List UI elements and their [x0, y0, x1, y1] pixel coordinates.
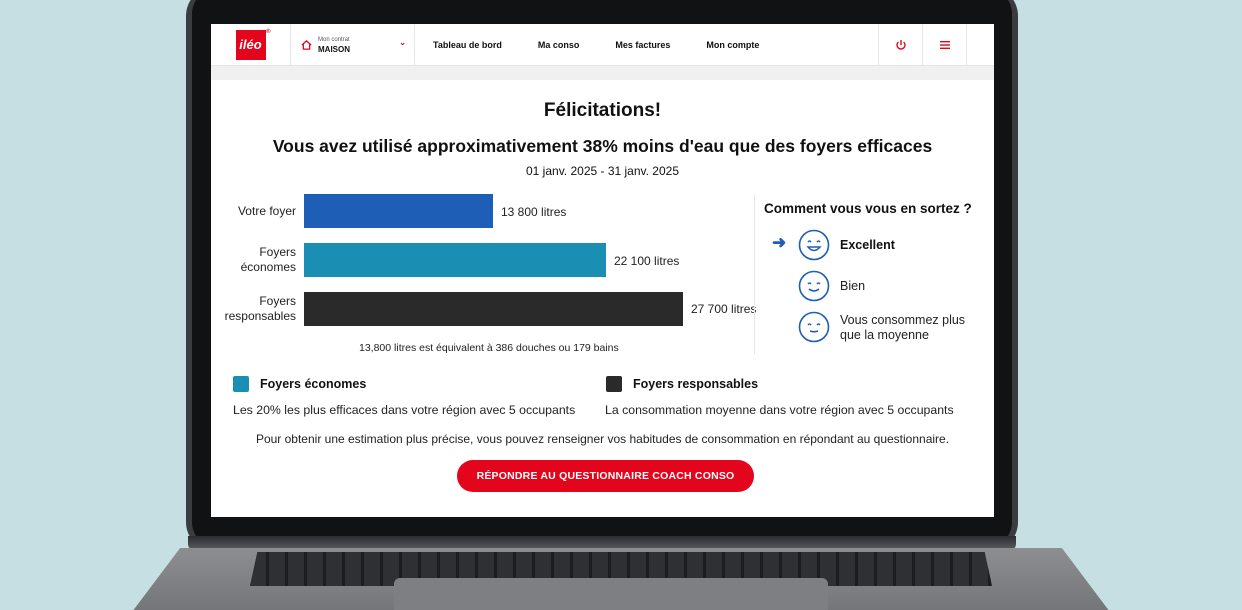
brand-logo[interactable]: iléo ® — [235, 29, 271, 60]
rating-excellent: Excellent — [840, 238, 895, 252]
equivalence-note: 13,800 litres est équivalent à 386 douch… — [359, 342, 619, 354]
period-range: 01 janv. 2025 - 31 janv. 2025 — [526, 164, 679, 178]
logo-cell[interactable]: iléo ® — [211, 24, 291, 65]
laptop-trackpad — [394, 578, 828, 610]
contract-name: MAISON — [318, 44, 350, 54]
power-button[interactable] — [878, 24, 922, 65]
legend-name-responsables: Foyers responsables — [633, 377, 759, 391]
rating-above-average-line1: Vous consommez plus — [840, 313, 966, 327]
legend-desc-economes: Les 20% les plus efficaces dans votre ré… — [233, 403, 576, 417]
page-title: Félicitations! — [543, 100, 662, 121]
section-divider — [754, 194, 755, 354]
bar-value-label: 22 100 litres — [614, 254, 680, 268]
rating-above-average-line2: que la moyenne — [840, 328, 929, 342]
legend-desc-responsables: La consommation moyenne dans votre régio… — [605, 403, 954, 417]
bar-value-label: 27 700 litres — [691, 302, 757, 316]
header-band — [211, 66, 994, 80]
bar-value-label: 13 800 litres — [501, 205, 567, 219]
menu-button[interactable] — [922, 24, 966, 65]
contract-caption: Mon contrat — [318, 36, 350, 43]
rating-above-average: Vous consommez plus que la moyenne — [840, 313, 965, 343]
bar-label: Votre foyer — [237, 204, 296, 218]
chevron-down-icon[interactable]: ⌄ — [399, 38, 406, 47]
nav-mes-factures[interactable]: Mes factures — [615, 39, 671, 50]
bar-foyers-economes — [304, 243, 606, 277]
smiley-neutral-icon — [798, 311, 830, 343]
nav-ma-conso[interactable]: Ma conso — [537, 39, 580, 50]
bar-label: Foyers responsables — [224, 294, 296, 323]
legend-name-economes: Foyers économes — [260, 377, 367, 391]
logo-text: iléo — [239, 37, 262, 52]
bar-votre-foyer — [304, 194, 493, 228]
power-icon — [895, 39, 906, 50]
home-icon — [301, 39, 312, 50]
rating-title: Comment vous vous en sortez ? — [764, 201, 972, 216]
nav-tableau-de-bord[interactable]: Tableau de bord — [433, 39, 502, 50]
arrow-right-icon: ➜ — [772, 233, 787, 252]
rating-bien: Bien — [840, 279, 866, 293]
contract-selector[interactable]: Mon contrat MAISON ⌄ — [291, 24, 415, 65]
smiley-excellent-icon — [798, 229, 830, 261]
header-end-cell — [966, 24, 994, 65]
logo-mark: ® — [266, 28, 271, 35]
legend-swatch-economes — [233, 376, 249, 392]
laptop-hinge — [188, 536, 1016, 550]
result-headline: Vous avez utilisé approximativement 38% … — [272, 136, 933, 156]
nav-mon-compte[interactable]: Mon compte — [706, 39, 760, 50]
bar-label: Foyers économes — [240, 245, 296, 274]
laptop-screen: iléo ® Mon contrat MAISON ⌄ Tableau de b… — [211, 24, 994, 517]
menu-icon — [939, 40, 950, 49]
smiley-bien-icon — [798, 270, 830, 302]
top-header: iléo ® Mon contrat MAISON ⌄ Tableau de b… — [211, 24, 994, 66]
main-nav: Tableau de bord Ma conso Mes factures Mo… — [415, 24, 777, 65]
bar-foyers-responsables — [304, 292, 683, 326]
info-text: Pour obtenir une estimation plus précise… — [255, 432, 950, 446]
legend-swatch-responsables — [606, 376, 622, 392]
questionnaire-button[interactable]: RÉPONDRE AU QUESTIONNAIRE COACH CONSO — [457, 460, 754, 492]
